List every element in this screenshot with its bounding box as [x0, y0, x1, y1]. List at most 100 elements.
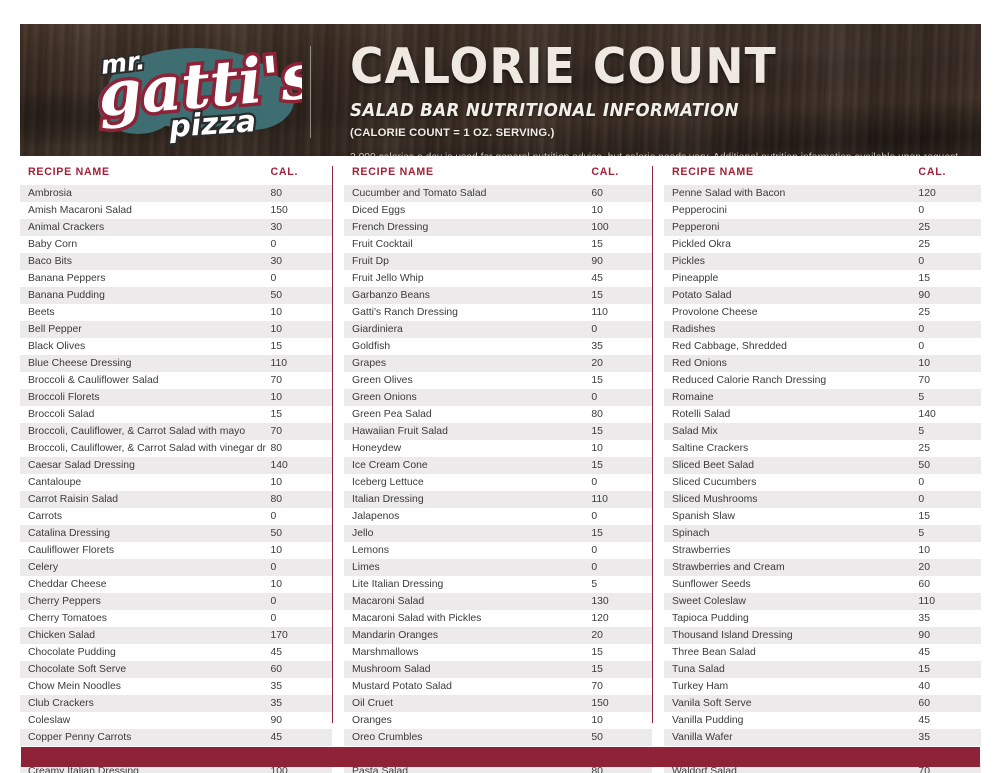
- recipe-name-cell: Caesar Salad Dressing: [20, 457, 267, 474]
- table-row: Banana Peppers 0: [20, 270, 332, 287]
- calorie-value-cell: 10: [266, 576, 332, 593]
- calorie-value-cell: 70: [914, 763, 981, 773]
- recipe-name-cell: Chow Mein Noodles: [20, 678, 267, 695]
- recipe-name-cell: Fruit Jello Whip: [344, 270, 588, 287]
- recipe-name-cell: Ice Cream Cone: [344, 457, 588, 474]
- recipe-name-cell: Cheddar Cheese: [20, 576, 267, 593]
- calorie-value-cell: 80: [587, 763, 652, 773]
- recipe-name-cell: Limes: [344, 559, 588, 576]
- calorie-value-cell: 110: [266, 355, 332, 372]
- table-row: Oreo Crumbles 50: [344, 729, 652, 746]
- table-row: Tapioca Pudding 35: [664, 610, 981, 627]
- table-row: Fruit Jello Whip 45: [344, 270, 652, 287]
- calorie-value-cell: 110: [587, 491, 652, 508]
- column-header-cal: CAL.: [918, 166, 947, 178]
- recipe-name-cell: Honeydew: [344, 440, 588, 457]
- recipe-name-cell: Red Onions: [664, 355, 915, 372]
- table-header-row: RECIPE NAME CAL.: [664, 166, 981, 185]
- table-row: Oil Cruet 150: [344, 695, 652, 712]
- calorie-value-cell: 0: [266, 236, 332, 253]
- calorie-value-cell: 5: [587, 576, 652, 593]
- recipe-name-cell: Reduced Calorie Ranch Dressing: [664, 372, 915, 389]
- table-row: Spinach 5: [664, 525, 981, 542]
- recipe-name-cell: Oreo Crumbles: [344, 729, 588, 746]
- recipe-name-cell: Vanilla Pudding: [664, 712, 915, 729]
- calorie-value-cell: 0: [914, 202, 981, 219]
- table-body-2: Cucumber and Tomato Salad 60 Diced Eggs 10 F…: [344, 185, 652, 773]
- recipe-name-cell: Carrots: [20, 508, 267, 525]
- table-row: Lite Italian Dressing 5: [344, 576, 652, 593]
- calorie-value-cell: 0: [914, 474, 981, 491]
- calorie-value-cell: 35: [914, 610, 981, 627]
- calorie-value-cell: 90: [914, 287, 981, 304]
- calorie-value-cell: 10: [266, 304, 332, 321]
- calorie-value-cell: 15: [914, 508, 981, 525]
- table-row: Mandarin Oranges 20: [344, 627, 652, 644]
- calorie-value-cell: 5: [914, 525, 981, 542]
- calorie-value-cell: 15: [587, 457, 652, 474]
- calorie-value-cell: 30: [266, 219, 332, 236]
- recipe-name-cell: Carrot Raisin Salad: [20, 491, 267, 508]
- recipe-name-cell: Potato Salad: [664, 287, 915, 304]
- table-row: Thousand Island Dressing 90: [664, 627, 981, 644]
- footer-bar: [21, 747, 980, 767]
- table-row: Reduced Calorie Ranch Dressing 70: [664, 372, 981, 389]
- table-row: Jello 15: [344, 525, 652, 542]
- calorie-value-cell: 0: [266, 508, 332, 525]
- table-row: Broccoli, Cauliflower, & Carrot Salad wi…: [20, 440, 332, 457]
- table-row: Copper Penny Carrots 45: [20, 729, 332, 746]
- table-row: Garbanzo Beans 15: [344, 287, 652, 304]
- calorie-value-cell: 80: [587, 406, 652, 423]
- recipe-name-cell: Diced Eggs: [344, 202, 588, 219]
- table-row: Pepperoni 25: [664, 219, 981, 236]
- calorie-value-cell: 90: [266, 712, 332, 729]
- table-row: Cauliflower Florets 10: [20, 542, 332, 559]
- calorie-value-cell: 80: [266, 491, 332, 508]
- calorie-value-cell: 60: [914, 695, 981, 712]
- recipe-name-cell: Bell Pepper: [20, 321, 267, 338]
- calorie-value-cell: 140: [266, 457, 332, 474]
- nutrition-disclaimer: 2,000 calories a day is used for general…: [350, 152, 961, 156]
- table-row: Giardiniera 0: [344, 321, 652, 338]
- table-row: Vanilla Wafer 35: [664, 729, 981, 746]
- table-row: Sweet Coleslaw 110: [664, 593, 981, 610]
- recipe-name-cell: Animal Crackers: [20, 219, 267, 236]
- calorie-value-cell: 35: [266, 678, 332, 695]
- calorie-value-cell: 0: [587, 474, 652, 491]
- table-row: Fruit Cocktail 15: [344, 236, 652, 253]
- table-row: Romaine 5: [664, 389, 981, 406]
- recipe-name-cell: Chicken Salad: [20, 627, 267, 644]
- calorie-value-cell: 0: [587, 542, 652, 559]
- recipe-name-cell: Ambrosia: [20, 185, 267, 202]
- calorie-value-cell: 10: [914, 355, 981, 372]
- calorie-value-cell: 50: [266, 525, 332, 542]
- table-row: Chicken Salad 170: [20, 627, 332, 644]
- calorie-value-cell: 45: [587, 270, 652, 287]
- recipe-name-cell: Green Onions: [344, 389, 588, 406]
- column-header-cal: CAL.: [270, 166, 299, 178]
- table-header-row: RECIPE NAME CAL.: [344, 166, 652, 185]
- table-row: Sliced Cucumbers 0: [664, 474, 981, 491]
- column-header-recipe-name: RECIPE NAME: [672, 166, 754, 178]
- table-row: Pickles 0: [664, 253, 981, 270]
- recipe-name-cell: Giardiniera: [344, 321, 588, 338]
- recipe-name-cell: Fruit Cocktail: [344, 236, 588, 253]
- table-row: Black Olives 15: [20, 338, 332, 355]
- table-row: Sliced Mushrooms 0: [664, 491, 981, 508]
- page-title: CALORIE COUNT: [350, 38, 777, 95]
- calorie-value-cell: 15: [587, 423, 652, 440]
- recipe-name-cell: Jalapenos: [344, 508, 588, 525]
- table-row: Cantaloupe 10: [20, 474, 332, 491]
- calorie-value-cell: 70: [266, 423, 332, 440]
- column-header-recipe-name: RECIPE NAME: [28, 166, 110, 178]
- calorie-value-cell: 70: [587, 678, 652, 695]
- recipe-name-cell: Fruit Dp: [344, 253, 588, 270]
- table-row: Carrot Raisin Salad 80: [20, 491, 332, 508]
- calorie-value-cell: 15: [587, 287, 652, 304]
- table-body-1: Ambrosia 80 Amish Macaroni Salad 150 Animal …: [20, 185, 332, 773]
- recipe-name-cell: Coleslaw: [20, 712, 267, 729]
- recipe-name-cell: Broccoli, Cauliflower, & Carrot Salad wi…: [20, 423, 267, 440]
- calorie-value-cell: 0: [587, 321, 652, 338]
- table-row: Rotelli Salad 140: [664, 406, 981, 423]
- table-row: Pickled Okra 25: [664, 236, 981, 253]
